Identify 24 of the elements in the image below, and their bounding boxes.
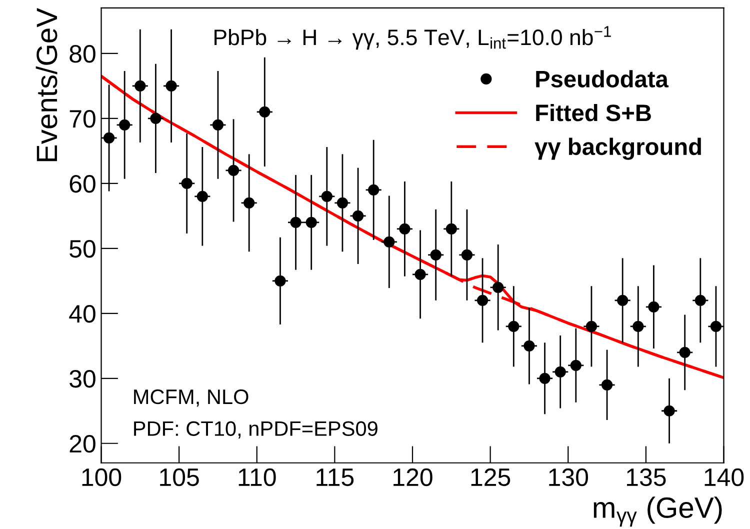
y-tick-label: 80 (70, 45, 96, 63)
y-axis-title: Events/GeV (36, 8, 58, 162)
y-tick-label: 20 (70, 434, 96, 453)
legend-label: Fitted S+B (536, 104, 651, 122)
y-tick-label: 50 (70, 240, 96, 258)
legend-label: γγ background (534, 138, 701, 160)
annotation: MCFM, NLO (134, 389, 248, 407)
x-tick-label: 135 (626, 468, 666, 486)
y-tick-label: 70 (70, 110, 96, 128)
y-tick-label: 60 (70, 175, 96, 193)
annotation: PDF: CT10, nPDF=EPS09 (134, 421, 378, 438)
y-tick-label: 40 (69, 304, 96, 323)
y-tick-label: 30 (70, 370, 96, 388)
x-tick-label: 100 (82, 468, 122, 486)
legend-label: Pseudodata (536, 70, 669, 88)
x-tick-label: 140 (704, 468, 744, 486)
x-tick-label: 120 (394, 468, 432, 486)
x-tick-label: 125 (471, 468, 510, 486)
x-tick-label: 130 (549, 468, 588, 486)
text: PbPb → H → γγ, 5.5 TeV, L$_{int}$=10.0 nb$^{−1}$ (214, 26, 611, 50)
x-tick-label: 115 (316, 468, 354, 486)
x-axis-title: m$_{γγ}$ (GeV) (594, 496, 722, 527)
x-tick-label: 105 (160, 468, 199, 486)
x-tick-label: 110 (238, 468, 276, 486)
